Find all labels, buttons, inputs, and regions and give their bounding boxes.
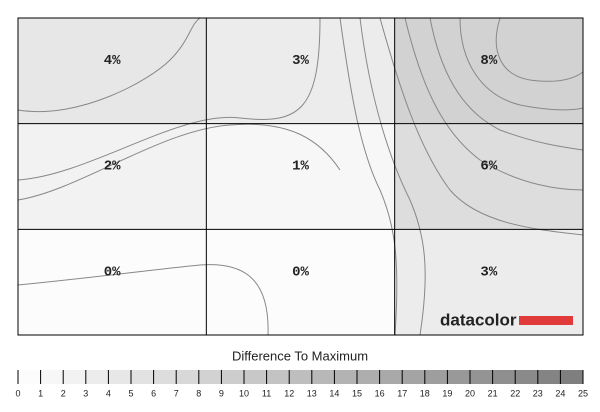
scale-tick-label: 4 xyxy=(106,388,111,398)
contour xyxy=(17,17,201,112)
contour xyxy=(339,17,398,336)
scale-swatch xyxy=(18,370,41,384)
contour xyxy=(17,17,321,181)
brand-bar xyxy=(519,316,573,325)
scale-title: Difference To Maximum xyxy=(232,348,368,363)
scale-tick-label: 17 xyxy=(397,388,407,398)
scale-swatch xyxy=(289,370,312,384)
scale-swatch xyxy=(131,370,154,384)
scale-tick-label: 22 xyxy=(510,388,520,398)
scale-swatch xyxy=(424,370,448,384)
scale-swatch xyxy=(447,370,470,384)
scale-swatch xyxy=(221,370,244,384)
scale-swatch xyxy=(85,370,109,384)
scale-tick-label: 13 xyxy=(307,388,317,398)
cells xyxy=(18,18,583,335)
scale-tick-label: 21 xyxy=(488,388,498,398)
scale-swatch xyxy=(492,370,516,384)
contour xyxy=(17,264,269,336)
grid xyxy=(17,17,584,336)
scale-tick-label: 18 xyxy=(420,388,430,398)
scale-swatch xyxy=(266,370,290,384)
scale-swatch xyxy=(470,370,493,384)
scale-tick-label: 8 xyxy=(196,388,201,398)
scale-swatch xyxy=(311,370,335,384)
contour xyxy=(495,17,584,82)
contour xyxy=(404,17,584,191)
brand: datacolor xyxy=(440,310,517,329)
contours xyxy=(17,17,584,336)
scale-tick-label: 20 xyxy=(465,388,475,398)
cell xyxy=(394,18,583,124)
scale-tick-label: 2 xyxy=(61,388,66,398)
scale-tick-label: 0 xyxy=(15,388,20,398)
cell-label: 3% xyxy=(292,53,309,69)
contour xyxy=(429,17,584,151)
cell-label: 3% xyxy=(480,264,497,280)
contour xyxy=(459,17,584,111)
scale-tick-label: 19 xyxy=(442,388,452,398)
cell-label: 1% xyxy=(292,159,309,175)
cell xyxy=(18,123,207,230)
scale-swatch xyxy=(176,370,199,384)
scale-swatch xyxy=(560,370,583,384)
scale-swatch xyxy=(198,370,222,384)
cell-label: 2% xyxy=(104,159,121,175)
scale-tick-label: 1 xyxy=(38,388,43,398)
scale-swatch xyxy=(537,370,561,384)
cell xyxy=(18,18,207,124)
cell-label: 6% xyxy=(480,159,497,175)
scale-swatch xyxy=(402,370,425,384)
scale-tick-label: 24 xyxy=(555,388,565,398)
cell xyxy=(206,18,395,124)
scale-tick-label: 15 xyxy=(352,388,362,398)
scale-tick-label: 6 xyxy=(151,388,156,398)
scale-tick-label: 10 xyxy=(239,388,249,398)
contour xyxy=(359,17,426,336)
scale-swatch xyxy=(40,370,64,384)
scale-tick-label: 9 xyxy=(219,388,224,398)
cell-label: 0% xyxy=(292,264,309,280)
contour xyxy=(17,123,341,201)
scale-tick-label: 3 xyxy=(83,388,88,398)
scale-swatch xyxy=(108,370,131,384)
scale-swatch xyxy=(244,370,267,384)
scale-swatch xyxy=(379,370,403,384)
scale-swatch xyxy=(515,370,538,384)
frame xyxy=(17,17,584,336)
scale-tick-label: 11 xyxy=(262,388,271,398)
scale-tick-label: 14 xyxy=(329,388,339,398)
scale-swatch xyxy=(334,370,357,384)
scale-tick-label: 16 xyxy=(375,388,385,398)
cell xyxy=(394,123,583,230)
cell xyxy=(206,123,395,230)
scale-tick-label: 7 xyxy=(174,388,179,398)
scale-tick-label: 25 xyxy=(578,388,588,398)
scale-swatch xyxy=(153,370,177,384)
scale-tick-label: 12 xyxy=(284,388,294,398)
cell-label: 0% xyxy=(104,264,121,280)
scale-swatch xyxy=(63,370,86,384)
scale-swatch xyxy=(357,370,380,384)
cell-label: 8% xyxy=(480,53,497,69)
scale-tick-label: 5 xyxy=(128,388,133,398)
cell-label: 4% xyxy=(104,53,121,69)
cell xyxy=(206,229,395,335)
scale-tick-label: 23 xyxy=(533,388,543,398)
